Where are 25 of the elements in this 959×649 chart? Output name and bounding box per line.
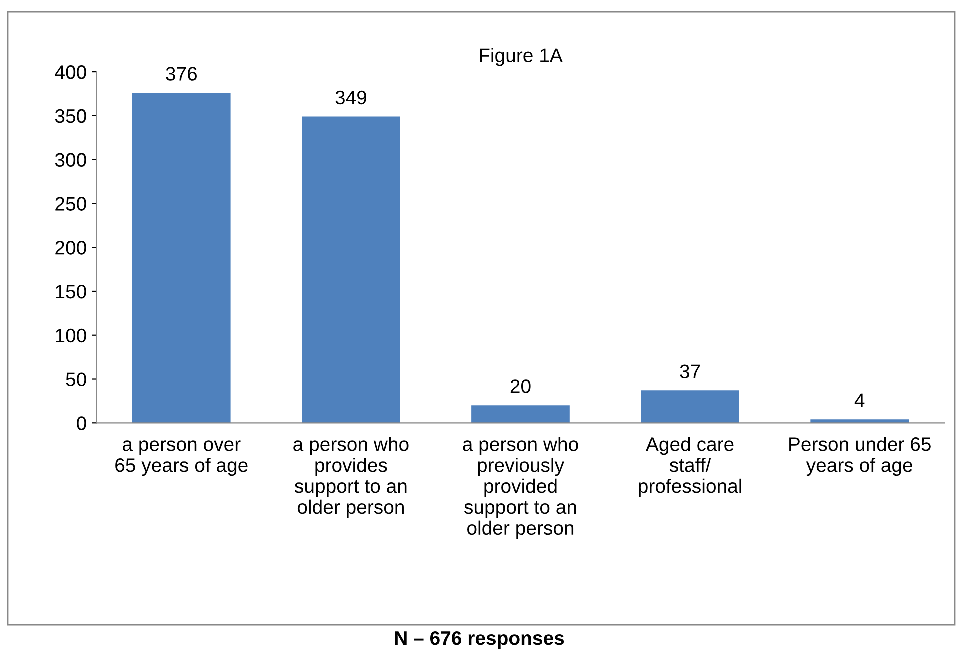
data-label: 376 <box>166 67 198 81</box>
x-tick-label: a person over 65 years of age <box>116 440 248 476</box>
data-label: 4 <box>854 394 865 408</box>
y-tick-label: 150 <box>56 284 86 299</box>
y-tick-label: 400 <box>55 66 86 80</box>
bar <box>472 406 570 424</box>
x-tick-label: Person under 65 years of age <box>790 437 931 476</box>
y-tick-label: 300 <box>55 153 86 168</box>
y-tick-label: 50 <box>66 372 86 386</box>
y-tick-label: 250 <box>56 197 86 211</box>
x-tick-label: a person who previously provided support to an older person <box>463 437 578 539</box>
data-label: 20 <box>510 380 531 394</box>
bar <box>641 390 740 424</box>
chart-title: Figure 1A <box>480 48 563 66</box>
bar <box>132 93 231 424</box>
data-label: 349 <box>336 90 366 105</box>
bar <box>302 116 400 424</box>
text: N – 676 responses <box>395 631 564 649</box>
x-tick-label: Aged care staff/ professional <box>639 437 742 498</box>
x-tick-label: a person who provides support to an older person <box>294 437 409 518</box>
y-tick-label: 350 <box>55 109 86 124</box>
y-tick-label: 200 <box>56 241 86 255</box>
y-tick-label: 0 <box>77 416 86 430</box>
y-tick-label: 100 <box>56 328 86 343</box>
data-label: 37 <box>680 364 700 378</box>
